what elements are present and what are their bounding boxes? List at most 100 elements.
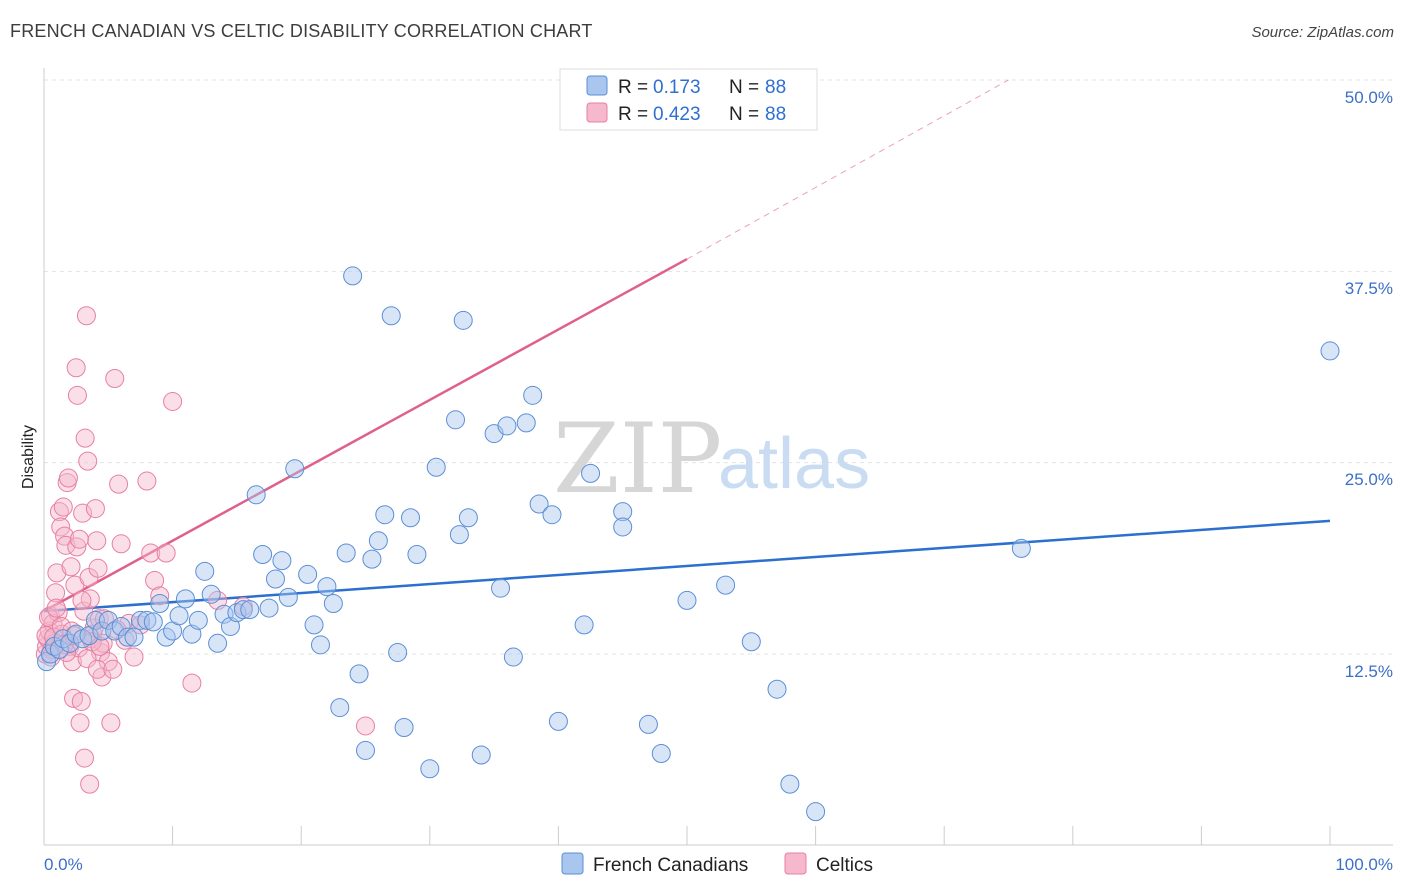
legend-box: R = 0.173 N = 88 R = 0.423 N = 88 [559,68,818,131]
celtics-point [80,774,100,794]
french-canadians-point [542,505,562,525]
french-canadians-point [304,615,324,635]
french-canadians-point [574,615,594,635]
trend-lines [43,79,1331,613]
french-canadians-point [426,457,446,477]
legend-n-blue: 88 [765,77,786,98]
celtics-point [70,713,90,733]
french-canadians-point [201,584,221,604]
french-canadians-points [37,266,1340,822]
french-canadians-point [143,612,163,632]
legend-r-pink: 0.423 [653,104,701,125]
french-canadians-point [246,485,266,505]
celtics-point [58,468,78,488]
french-canadians-point [638,714,658,734]
legend-swatch-pink [586,102,608,123]
celtics-point [88,558,108,578]
french-canadians-point [471,745,491,765]
french-canadians-point [503,647,523,667]
watermark-zip: ZIP [553,403,722,515]
french-canadians-point [491,578,511,598]
french-canadians-point [169,606,189,626]
french-canadians-point [394,717,414,737]
celtics-point [51,517,71,537]
bottom-legend-swatch-blue [561,852,584,875]
celtics-point [137,471,157,491]
y-axis-label: Disability [20,425,37,489]
celtics-point [64,688,84,708]
french-canadians-point [420,759,440,779]
french-canadians-point [523,385,543,405]
celtics-point [80,589,100,609]
french-canadians-point [375,505,395,525]
legend-swatch-blue [586,75,608,96]
celtics-point [87,659,107,679]
source-label: Source: ZipAtlas.com [1251,24,1394,41]
celtics-point [141,543,161,563]
celtics-point [67,537,87,557]
celtics-point [47,563,67,583]
celtics-point [156,543,176,563]
celtics-point [105,368,125,388]
french-canadians-point [336,543,356,563]
y-tick-label: 12.5% [1345,662,1393,681]
french-canadians-point [240,600,260,620]
french-canadians-point [401,508,421,528]
celtics-point [124,647,144,667]
celtics-point [75,428,95,448]
french-canadians-point [497,416,517,436]
french-canadians-point [548,711,568,731]
french-canadians-point [150,593,170,613]
french-canadians-point [407,545,427,565]
french-canadians-point [613,502,633,522]
french-canadians-point [453,310,473,330]
french-canadians-point [767,679,787,699]
bottom-legend: French Canadians Celtics [561,852,873,876]
french-canadians-point [806,802,826,822]
celtics-point [85,499,105,519]
x-tick-0: 0.0% [44,855,83,874]
french-canadians-point [613,517,633,537]
french-canadians-point [323,593,343,613]
french-canadians-point [298,564,318,584]
celtics-point [109,474,129,494]
celtics-point [61,557,81,577]
french-canadians-point [317,577,337,597]
french-canadians-point [175,589,195,609]
celtics-point [73,503,93,523]
french-canadians-point [716,575,736,595]
celtics-point [72,590,92,610]
french-canadians-point [60,633,80,653]
legend-n-label: N = [729,104,759,125]
french-canadians-point [581,463,601,483]
legend-n-pink: 88 [765,104,786,125]
french-canadians-point [118,627,138,647]
french-canadians-trend-line [43,519,1331,613]
watermark-atlas: atlas [718,424,870,504]
french-canadians-point [330,698,350,718]
french-canadians-point [111,616,131,636]
bottom-legend-celtics: Celtics [816,855,873,876]
watermark: ZIP atlas [553,403,870,515]
french-canadians-point [1320,341,1340,361]
celtics-point [67,385,87,405]
y-ticks: 12.5% 25.0% 37.5% 50.0% [1345,88,1393,681]
bottom-legend-swatch-pink [784,852,807,875]
french-canadians-point [195,561,215,581]
celtics-point [150,586,170,606]
celtics-point [46,598,66,618]
x-tick-100: 100.0% [1335,855,1393,874]
legend-r-blue: 0.173 [653,77,701,98]
french-canadians-point [343,266,363,286]
french-canadians-point [741,632,761,652]
grid [44,79,1393,655]
celtics-point [51,616,71,636]
french-canadians-point [381,306,401,326]
french-canadians-point [529,494,549,514]
french-canadians-point [780,774,800,794]
french-canadians-point [310,635,330,655]
french-canadians-point [651,743,671,763]
legend-r-label: R = [618,77,648,98]
french-canadians-point [233,600,253,620]
french-canadians-point [677,590,697,610]
